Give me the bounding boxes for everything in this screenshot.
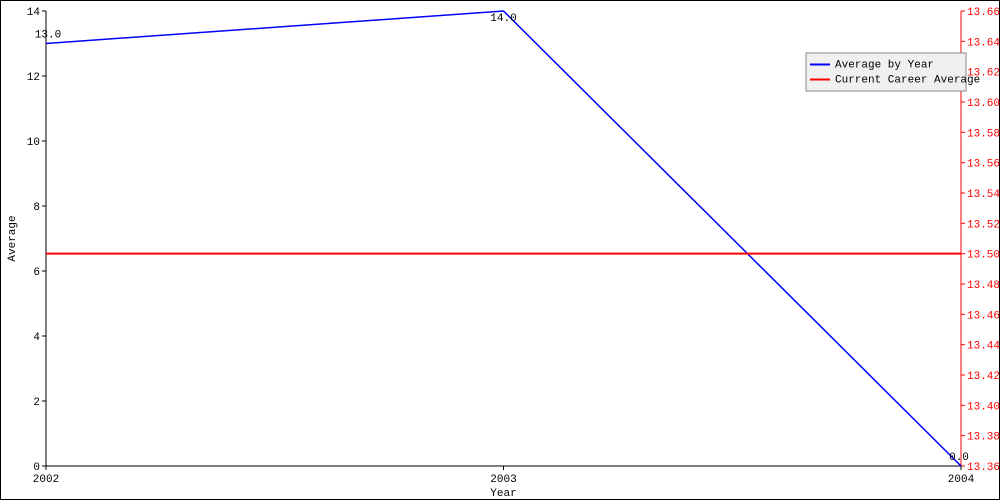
chart-container: 0 2 4 6 8 10 12 14 13.36 13.38 13.40 13.42 13.44 13.4… [0, 0, 1000, 500]
legend-label: Average by Year [835, 59, 934, 71]
y-right-tick-label: 13.44 [967, 341, 1000, 353]
y-right-tick-label: 13.48 [967, 280, 1000, 292]
y-right-tick-label: 13.66 [967, 7, 1000, 19]
legend-label: Current Career Average [835, 74, 980, 86]
data-point-label: 0.0 [949, 452, 969, 464]
y-left-tick-label: 12 [27, 72, 40, 84]
y-left-tick-label: 8 [33, 202, 40, 214]
y-left-tick-label: 0 [33, 462, 40, 474]
y-right-tick-label: 13.36 [967, 462, 1000, 474]
x-axis-label: Year [490, 488, 516, 500]
x-tick-label: 2002 [33, 474, 59, 486]
y-right-tick-label: 13.56 [967, 159, 1000, 171]
x-tick-label: 2003 [490, 474, 516, 486]
y-axis-label: Average [7, 215, 19, 261]
y-right-tick-label: 13.54 [967, 189, 1000, 201]
y-right-tick-label: 13.58 [967, 128, 1000, 140]
line-chart: 0 2 4 6 8 10 12 14 13.36 13.38 13.40 13.42 13.44 13.4… [1, 1, 1000, 501]
y-left-tick-label: 4 [33, 332, 40, 344]
y-right-tick-label: 13.40 [967, 401, 1000, 413]
data-point-label: 14.0 [490, 13, 516, 25]
y-left-tick-label: 10 [27, 137, 40, 149]
y-right-tick-label: 13.50 [967, 250, 1000, 262]
y-left-tick-label: 2 [33, 397, 40, 409]
y-right-tick-label: 13.42 [967, 371, 1000, 383]
y-left-tick-label: 6 [33, 267, 40, 279]
y-right-tick-label: 13.60 [967, 98, 1000, 110]
x-tick-label: 2004 [948, 474, 975, 486]
y-right-tick-label: 13.46 [967, 310, 1000, 322]
data-point-label: 13.0 [35, 30, 61, 42]
y-left-tick-label: 14 [27, 7, 41, 19]
y-right-tick-label: 13.64 [967, 37, 1000, 49]
y-right-tick-label: 13.38 [967, 432, 1000, 444]
y-right-tick-label: 13.52 [967, 219, 1000, 231]
